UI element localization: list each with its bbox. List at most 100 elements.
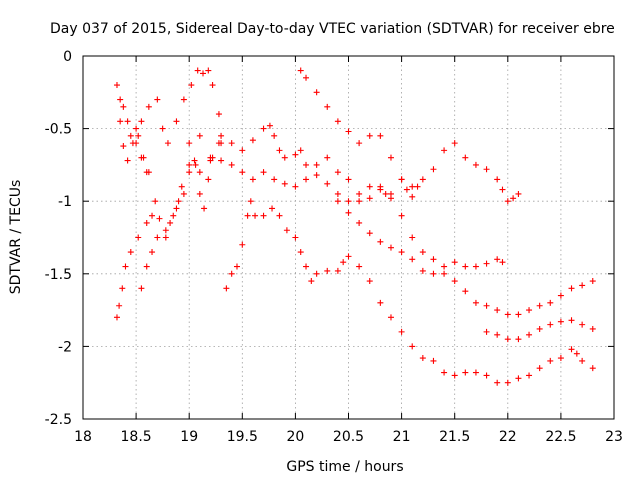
- data-point: [483, 302, 490, 309]
- data-point: [194, 67, 201, 74]
- data-point: [143, 219, 150, 226]
- data-point: [122, 263, 129, 270]
- data-point: [120, 103, 127, 110]
- data-point: [119, 285, 126, 292]
- series-track-10: [483, 317, 596, 343]
- data-point: [419, 355, 426, 362]
- data-point: [340, 259, 347, 266]
- y-tick-label: -2: [58, 339, 72, 355]
- y-tick-label: -0.5: [45, 122, 72, 138]
- data-point: [414, 183, 421, 190]
- series-track-4: [117, 118, 222, 241]
- data-point: [557, 292, 564, 299]
- data-point: [297, 249, 304, 256]
- data-point: [249, 176, 256, 183]
- data-point: [180, 190, 187, 197]
- data-point: [145, 169, 152, 176]
- data-point: [387, 195, 394, 202]
- data-point: [186, 161, 193, 168]
- data-point: [135, 132, 142, 139]
- data-point: [334, 118, 341, 125]
- data-point: [135, 234, 142, 241]
- data-point: [283, 227, 290, 234]
- data-point: [117, 118, 124, 125]
- data-point: [589, 325, 596, 332]
- series-track-6: [186, 132, 506, 270]
- data-point: [164, 140, 171, 147]
- x-tick-label: 21.5: [439, 429, 470, 445]
- data-point: [159, 125, 166, 132]
- data-point: [377, 132, 384, 139]
- data-point: [356, 198, 363, 205]
- data-point: [186, 140, 193, 147]
- data-point: [313, 270, 320, 277]
- data-point: [472, 299, 479, 306]
- data-point: [138, 118, 145, 125]
- x-tick-label: 18.5: [121, 429, 152, 445]
- series-track-1: [113, 82, 150, 176]
- data-point: [247, 198, 254, 205]
- data-point: [579, 321, 586, 328]
- data-point: [419, 267, 426, 274]
- data-point: [308, 278, 315, 285]
- data-point: [223, 285, 230, 292]
- y-tick-label: 0: [63, 49, 72, 65]
- data-point: [409, 193, 416, 200]
- data-point: [120, 143, 127, 150]
- data-point: [281, 180, 288, 187]
- data-point: [334, 198, 341, 205]
- data-point: [483, 260, 490, 267]
- data-point: [303, 263, 310, 270]
- data-point: [324, 103, 331, 110]
- data-point: [377, 183, 384, 190]
- data-point: [451, 278, 458, 285]
- data-point: [515, 375, 522, 382]
- data-point: [239, 169, 246, 176]
- data-point: [462, 369, 469, 376]
- x-tick-labels: 18 18.5 19 19.5 20 20.5 21 21.5 22 22.5 23: [74, 429, 623, 445]
- data-point: [324, 267, 331, 274]
- data-point: [409, 343, 416, 350]
- data-point: [366, 230, 373, 237]
- data-point: [536, 325, 543, 332]
- data-point: [313, 89, 320, 96]
- data-point: [441, 147, 448, 154]
- data-point: [568, 346, 575, 353]
- data-point: [154, 96, 161, 103]
- data-point: [113, 314, 120, 321]
- data-point: [207, 154, 214, 161]
- data-point: [276, 212, 283, 219]
- data-point: [377, 238, 384, 245]
- data-point: [297, 67, 304, 74]
- series-track-5: [138, 122, 421, 292]
- data-point: [313, 172, 320, 179]
- data-point: [547, 357, 554, 364]
- data-point: [303, 161, 310, 168]
- data-point: [345, 253, 352, 260]
- data-point: [504, 379, 511, 386]
- data-point: [356, 263, 363, 270]
- series-track-8: [297, 67, 522, 205]
- y-tick-label: -1: [58, 194, 72, 210]
- data-point: [409, 183, 416, 190]
- data-point: [579, 357, 586, 364]
- data-point: [409, 256, 416, 263]
- data-point: [244, 212, 251, 219]
- data-point: [116, 302, 123, 309]
- data-point: [499, 186, 506, 193]
- y-tick-label: -2.5: [45, 412, 72, 428]
- data-point: [152, 198, 159, 205]
- data-point: [403, 186, 410, 193]
- data-point: [292, 151, 299, 158]
- data-point: [515, 336, 522, 343]
- data-point: [324, 180, 331, 187]
- axis-ticks: [82, 55, 615, 420]
- y-tick-labels: 0 -0.5 -1 -1.5 -2 -2.5: [45, 49, 72, 428]
- data-point: [149, 212, 156, 219]
- data-point: [430, 166, 437, 173]
- data-point: [266, 122, 273, 129]
- data-point: [334, 190, 341, 197]
- data-point: [173, 118, 180, 125]
- data-point: [472, 161, 479, 168]
- y-tick-label: -1.5: [45, 267, 72, 283]
